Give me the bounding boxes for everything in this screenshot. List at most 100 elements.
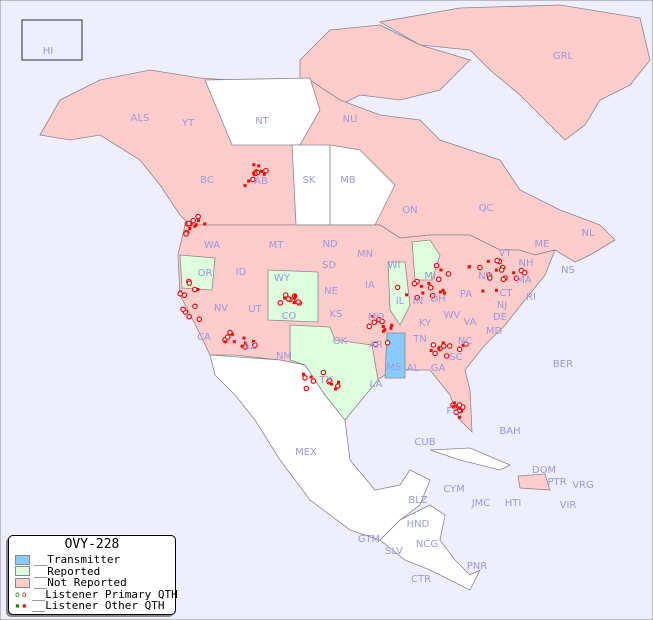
region-label-jmc: JMC: [471, 498, 491, 509]
region-tx: [289, 324, 379, 421]
region-label-wi: WI: [388, 260, 401, 271]
listener-other-qth-marker: [486, 259, 490, 263]
region-label-vrg: VRG: [572, 480, 594, 491]
listener-primary-qth-marker: [500, 276, 507, 283]
region-label-al: AL: [407, 363, 420, 374]
region-label-mo: MO: [368, 312, 385, 323]
region-label-mt: MT: [269, 240, 285, 251]
region-label-grl: GRL: [553, 51, 574, 62]
region-label-ncg: NCG: [416, 539, 438, 550]
region-label-nv: NV: [214, 303, 228, 314]
legend-primary-qth: o o __Listener Primary QTH: [9, 587, 178, 601]
listener-primary-qth-marker: [487, 275, 493, 281]
listener-other-qth-marker: [452, 401, 456, 405]
legend-other-qth-label: __Listener Other QTH: [32, 599, 165, 613]
region-mb: [329, 144, 396, 226]
region-label-ber: BER: [553, 359, 573, 370]
region-label-az: AZ: [243, 341, 257, 352]
region-label-md: MD: [486, 326, 503, 337]
listener-other-qth-marker: [421, 291, 425, 295]
listener-other-qth-marker: [243, 341, 247, 345]
listener-other-qth-marker: [262, 172, 266, 176]
region-label-on: ON: [402, 205, 417, 216]
listener-other-qth-marker: [494, 288, 498, 292]
listener-primary-qth-marker: [195, 213, 201, 220]
listener-other-qth-marker: [438, 290, 442, 294]
listener-other-qth-marker: [247, 179, 251, 183]
listener-primary-qth-marker: [183, 230, 189, 237]
region-central-america: [379, 504, 481, 591]
region-label-slv: SLV: [385, 546, 403, 557]
region-label-ar: AR: [369, 340, 383, 351]
listener-primary-qth-marker: [441, 343, 447, 349]
region-label-tx: TX: [319, 375, 333, 386]
listener-primary-qth-marker: [366, 323, 373, 330]
listener-primary-qth-marker: [295, 299, 301, 305]
listener-primary-qth-marker: [180, 306, 186, 313]
region-label-qc: QC: [479, 203, 494, 214]
region-label-nh: NH: [519, 258, 534, 269]
listener-primary-qth-marker: [446, 343, 453, 349]
region-label-hti: HTI: [505, 498, 522, 509]
listener-primary-qth-marker: [196, 316, 203, 323]
region-label-ptr: PTR: [547, 477, 566, 488]
region-label-vt: VT: [499, 248, 513, 259]
listener-primary-qth-marker: [453, 409, 459, 416]
region-label-ms: MS: [387, 362, 402, 373]
listener-primary-qth-marker: [192, 303, 198, 310]
region-label-ok: OK: [333, 336, 348, 347]
region-label-nc: NC: [458, 336, 472, 347]
listener-primary-qth-marker: [477, 264, 483, 271]
region-label-ia: IA: [365, 280, 375, 291]
listener-other-qth-marker: [390, 323, 394, 327]
listener-primary-qth-marker: [414, 294, 421, 301]
listener-primary-qth-marker: [371, 319, 378, 326]
listener-other-qth-marker: [196, 219, 200, 223]
listener-other-qth-marker: [194, 223, 198, 227]
listener-primary-qth-marker: [394, 284, 401, 291]
listener-primary-qth-marker: [429, 292, 436, 299]
listener-primary-qth-marker: [320, 369, 327, 376]
listener-other-qth-marker: [260, 169, 264, 173]
region-label-hi: HI: [43, 46, 53, 57]
region-label-nm: NM: [276, 351, 292, 362]
region-label-hnd: HND: [407, 519, 430, 530]
listener-other-qth-marker: [252, 171, 256, 175]
legend-primary-qth-label: __Listener Primary QTH: [32, 587, 178, 601]
region-label-wv: WV: [444, 310, 461, 321]
listener-other-qth-marker: [301, 372, 305, 376]
listener-other-qth-marker: [196, 287, 200, 291]
listener-primary-qth-marker: [433, 262, 440, 269]
listener-other-qth-marker: [481, 289, 485, 293]
listener-primary-qth-marker: [177, 290, 183, 297]
listener-other-qth-marker: [223, 340, 227, 344]
region-label-mi: MI: [424, 271, 436, 282]
region-label-id: ID: [236, 267, 247, 278]
listener-other-qth-marker: [293, 294, 297, 298]
listener-other-qth-marker: [370, 315, 374, 319]
listener-other-qth-marker: [452, 405, 456, 409]
region-label-wa: WA: [204, 240, 220, 251]
region-ms: [384, 332, 406, 379]
listener-other-qth-marker: [257, 164, 261, 168]
listener-other-qth-marker: [309, 375, 313, 379]
region-label-ca: CA: [197, 332, 211, 343]
region-label-blz: BLZ: [408, 495, 427, 506]
region-label-co: CO: [282, 311, 297, 322]
listener-other-qth-marker: [243, 184, 247, 188]
region-nt: [204, 77, 321, 146]
legend-other-qth: ▪ ▪ __Listener Other QTH: [9, 600, 175, 612]
region-label-cub: CUB: [414, 437, 435, 448]
listener-primary-qth-marker: [430, 342, 437, 348]
listener-other-qth-marker: [467, 265, 471, 269]
listener-other-qth-marker: [232, 340, 236, 344]
listener-primary-qth-marker: [445, 271, 452, 277]
region-label-ct: CT: [499, 288, 513, 299]
listener-primary-qth-marker: [303, 385, 310, 392]
listener-other-qth-marker: [203, 222, 207, 226]
hawaii-inset: [21, 19, 83, 61]
region-label-ab: AB: [254, 176, 268, 187]
listener-other-qth-marker: [251, 339, 255, 343]
region-label-me: ME: [535, 239, 550, 250]
listener-primary-qth-marker: [310, 378, 317, 384]
